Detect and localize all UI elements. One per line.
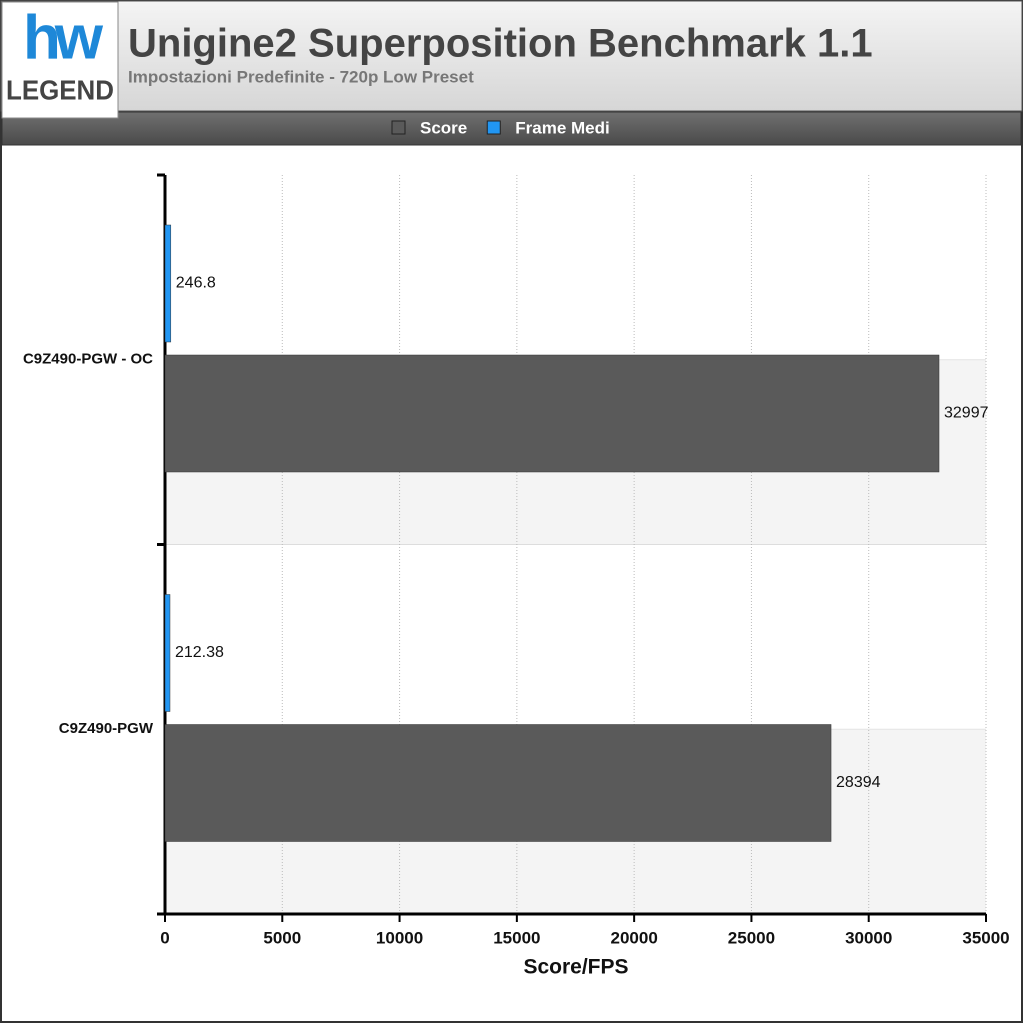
logo-mark: hw (23, 3, 104, 72)
logo-box (1, 1, 119, 119)
x-tick-label: 35000 (962, 928, 1009, 947)
header (0, 0, 1023, 112)
x-axis-label: Score/FPS (523, 956, 628, 979)
bar (164, 594, 171, 712)
value-label: 32997 (944, 405, 989, 422)
legend-swatch (391, 120, 406, 135)
legend-label: Score (420, 118, 467, 137)
legend-bar (1, 111, 1022, 146)
y-tick-label: C9Z490-PGW (59, 720, 154, 737)
logo-text: LEGEND (6, 74, 114, 105)
chart-subtitle: Impostazioni Predefinite - 720p Low Pres… (128, 67, 474, 86)
x-tick-label: 25000 (728, 928, 775, 947)
x-tick-label: 15000 (493, 928, 540, 947)
x-tick-label: 30000 (845, 928, 892, 947)
chart-title: Unigine2 Superposition Benchmark 1.1 (128, 22, 873, 66)
bar (164, 354, 940, 473)
value-label: 28394 (836, 774, 881, 791)
x-tick-label: 10000 (376, 928, 423, 947)
value-label: 246.8 (176, 275, 216, 292)
x-tick-label: 0 (160, 928, 169, 947)
y-tick-label: C9Z490-PGW - OC (23, 351, 153, 368)
x-tick-label: 20000 (611, 928, 658, 947)
bar (164, 224, 172, 343)
legend-label: Frame Medi (515, 118, 609, 137)
legend-swatch (486, 120, 501, 135)
x-tick-label: 5000 (263, 928, 301, 947)
value-label: 212.38 (175, 644, 224, 661)
bar (164, 724, 832, 842)
